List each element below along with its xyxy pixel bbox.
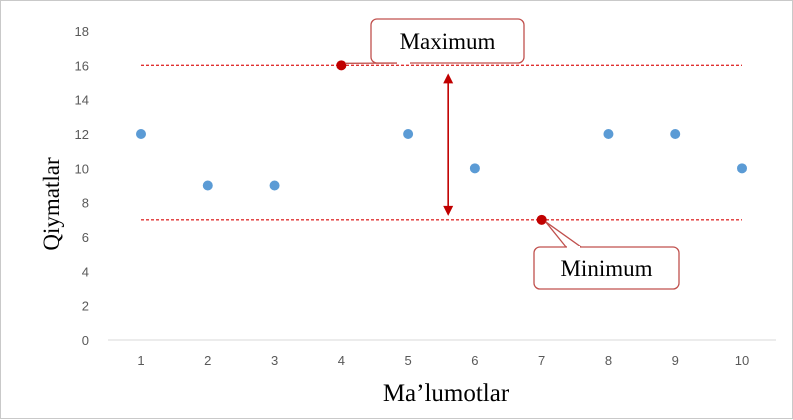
x-axis-ticks: 1 2 3 4 5 6 7 8 9 10 xyxy=(137,353,749,368)
y-tick-label: 6 xyxy=(82,230,89,245)
data-point xyxy=(737,163,747,173)
y-axis-title: Qiymatlar xyxy=(39,157,64,251)
arrow-head-up-icon xyxy=(443,73,453,83)
data-point xyxy=(203,181,213,191)
x-tick-label: 9 xyxy=(672,353,679,368)
y-tick-label: 14 xyxy=(75,93,89,108)
x-tick-label: 5 xyxy=(404,353,411,368)
x-tick-label: 7 xyxy=(538,353,545,368)
y-tick-label: 18 xyxy=(75,24,89,39)
highlight-point xyxy=(537,215,547,225)
data-point xyxy=(403,129,413,139)
x-tick-label: 8 xyxy=(605,353,612,368)
arrow-head-down-icon xyxy=(443,206,453,216)
highlight-point xyxy=(336,60,346,70)
y-tick-label: 12 xyxy=(75,127,89,142)
data-point xyxy=(136,129,146,139)
x-axis-title: Ma’lumotlar xyxy=(383,380,510,407)
data-point xyxy=(270,181,280,191)
callout-label-minimum: Minimum xyxy=(560,256,652,281)
x-tick-label: 4 xyxy=(338,353,345,368)
y-tick-label: 0 xyxy=(82,333,89,348)
data-point xyxy=(603,129,613,139)
x-tick-label: 6 xyxy=(471,353,478,368)
range-arrow xyxy=(443,73,453,216)
y-tick-label: 8 xyxy=(82,196,89,211)
reference-lines xyxy=(141,65,742,220)
x-tick-label: 3 xyxy=(271,353,278,368)
data-point xyxy=(670,129,680,139)
y-tick-label: 4 xyxy=(82,264,89,279)
callout-tail xyxy=(546,222,581,247)
callout-label-maximum: Maximum xyxy=(400,29,496,54)
data-point xyxy=(470,163,480,173)
x-tick-label: 1 xyxy=(137,353,144,368)
x-tick-label: 10 xyxy=(735,353,749,368)
y-tick-label: 2 xyxy=(82,299,89,314)
callouts: Maximum Minimum xyxy=(345,19,679,289)
y-tick-label: 10 xyxy=(75,161,89,176)
y-tick-label: 16 xyxy=(75,58,89,73)
data-points xyxy=(136,60,747,225)
y-axis-ticks: 0 2 4 6 8 10 12 14 16 18 xyxy=(75,24,89,348)
x-tick-label: 2 xyxy=(204,353,211,368)
